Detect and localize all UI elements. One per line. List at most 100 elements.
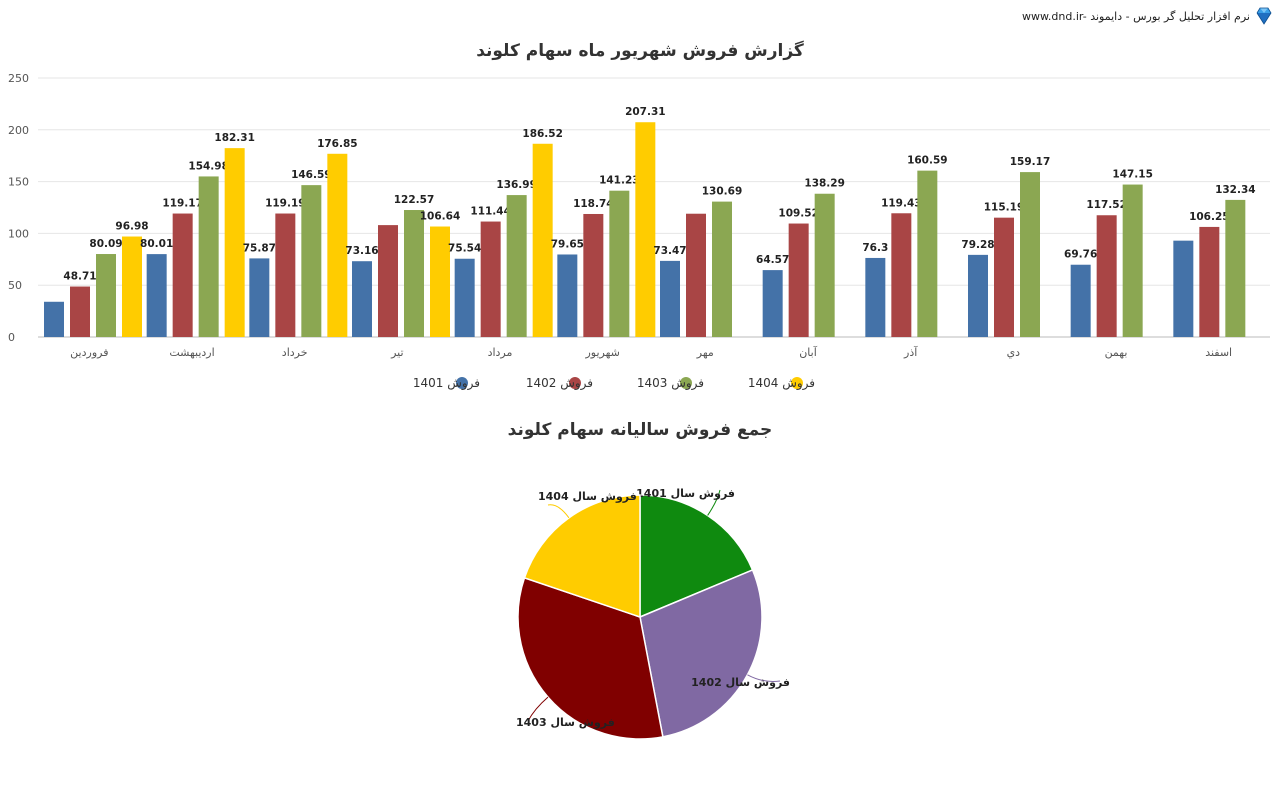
bar-value-label: 96.98 (115, 221, 148, 233)
bar (327, 153, 348, 337)
pie-slice-label: فروش سال 1404 (538, 490, 637, 503)
y-tick-label: 100 (8, 227, 29, 240)
bar (712, 201, 732, 337)
pie-leader-line (547, 504, 570, 519)
legend-swatch (680, 377, 692, 389)
bar-value-label: 75.87 (243, 242, 276, 254)
x-tick-label: فروردین (70, 346, 108, 359)
pie-slice (639, 494, 754, 619)
brand-header: www.dnd.ir- نرم افزار تحلیل گر بورس - دا… (1022, 6, 1274, 26)
bar-value-label: 147.15 (1112, 169, 1153, 181)
pie-slice (639, 568, 763, 738)
bar (557, 254, 578, 337)
bar (70, 286, 90, 337)
bar-value-label: 79.65 (551, 238, 584, 250)
bar-value-label: 80.01 (140, 238, 173, 250)
bar-value-label: 73.47 (653, 245, 686, 257)
bar (1225, 199, 1246, 337)
bar (788, 223, 809, 337)
bar (454, 258, 475, 337)
legend-label: فروش 1402 (526, 376, 593, 391)
bar (378, 225, 398, 337)
x-tick-label: آبان (799, 345, 817, 359)
x-tick-label: خرداد (282, 346, 308, 359)
pie-slice-label: فروش سال 1402 (691, 676, 790, 689)
x-tick-label: مرداد (488, 346, 513, 359)
bar-value-label: 130.69 (702, 186, 743, 198)
bar (404, 210, 424, 337)
bar-value-label: 106.25 (1189, 211, 1230, 223)
y-tick-label: 50 (8, 279, 22, 292)
bar-value-label: 159.17 (1010, 156, 1051, 168)
bar-value-label: 138.29 (804, 178, 845, 190)
pie-slice-label: فروش سال 1403 (516, 716, 615, 729)
x-tick-label: دي (1007, 346, 1021, 359)
bar (814, 193, 835, 337)
y-tick-label: 0 (8, 331, 15, 344)
bar-value-label: 207.31 (625, 106, 666, 118)
bar-value-label: 117.52 (1086, 199, 1127, 211)
bar-value-label: 48.71 (63, 271, 96, 283)
y-tick-label: 250 (8, 72, 29, 85)
bar-value-label: 106.64 (420, 211, 461, 223)
bar (994, 217, 1014, 337)
bar (583, 213, 604, 337)
bar-value-label: 109.52 (778, 208, 819, 220)
bar-value-label: 132.34 (1215, 184, 1256, 196)
legend-swatch (791, 377, 803, 389)
pie-leader-line (707, 489, 721, 516)
bar-value-label: 75.54 (448, 243, 481, 255)
bar (301, 185, 322, 337)
bar-value-label: 73.16 (345, 245, 378, 257)
bar-value-label: 136.99 (496, 179, 537, 191)
pie-chart-title: جمع فروش سالیانه سهام کلوند (508, 420, 773, 440)
legend-label: فروش 1401 (413, 376, 480, 391)
x-tick-label: بهمن (1105, 346, 1128, 359)
x-tick-label: مهر (696, 346, 714, 359)
bar-value-label: 79.28 (961, 239, 994, 251)
x-tick-label: آذر (903, 345, 918, 359)
bar-value-label: 146.59 (291, 169, 332, 181)
bar (249, 258, 270, 337)
bar-value-label: 80.09 (89, 238, 122, 250)
bar (44, 301, 64, 337)
bar (660, 260, 680, 337)
bar (1020, 172, 1040, 337)
x-tick-label: اسفند (1205, 346, 1232, 359)
bar (198, 176, 219, 337)
bar-value-label: 64.57 (756, 254, 789, 266)
bar (635, 122, 656, 337)
bar (172, 213, 193, 337)
pie-leader-line (527, 696, 549, 722)
bar-value-label: 154.98 (188, 160, 229, 172)
bar-value-label: 111.44 (470, 206, 511, 218)
brand-text: www.dnd.ir- نرم افزار تحلیل گر بورس - دا… (1021, 9, 1250, 23)
bar-value-label: 141.23 (599, 175, 640, 187)
x-tick-label: تیر (390, 346, 403, 359)
bar (430, 226, 450, 337)
bar-value-label: 118.74 (573, 198, 614, 210)
bar-value-label: 182.31 (214, 132, 255, 144)
bar (686, 213, 706, 337)
bar-value-label: 176.85 (317, 138, 358, 150)
bar (917, 170, 938, 337)
bar (1122, 184, 1143, 337)
bar (96, 254, 116, 337)
legend-swatch (569, 377, 581, 389)
pie-slice (523, 494, 641, 619)
bar (352, 261, 372, 337)
bar (275, 213, 296, 337)
bar (1070, 264, 1091, 337)
bar-value-label: 119.19 (265, 198, 306, 210)
bar (762, 270, 783, 337)
y-tick-label: 200 (8, 124, 29, 137)
bar (1173, 240, 1194, 337)
bar (968, 254, 988, 337)
bar (865, 257, 886, 337)
bar (224, 148, 245, 337)
bar (480, 221, 501, 337)
bar (146, 254, 167, 337)
bar (609, 190, 630, 337)
legend-label: فروش 1403 (637, 376, 704, 391)
